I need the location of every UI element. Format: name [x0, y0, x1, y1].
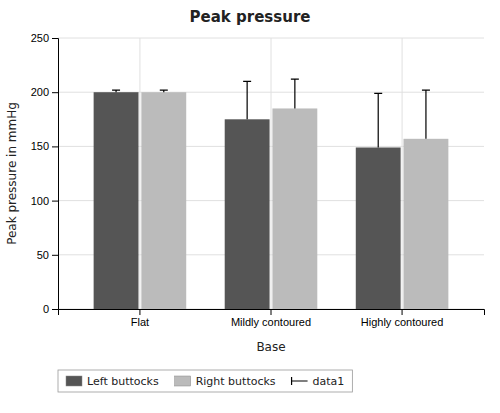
title: Peak pressure	[190, 8, 311, 26]
tick-mark	[52, 92, 58, 93]
tick-mark	[271, 309, 272, 315]
tick-label: Highly contoured	[361, 316, 444, 328]
bar-series	[94, 92, 401, 309]
marks	[94, 79, 449, 309]
error-bars	[112, 81, 382, 147]
x-axis-title: Base	[256, 340, 285, 354]
legend-swatch	[175, 376, 191, 386]
bar	[141, 92, 186, 309]
grid	[58, 38, 484, 309]
legend-frame	[58, 370, 352, 392]
legend-label: data1	[313, 375, 345, 388]
error-bar	[243, 81, 251, 119]
tick-mark	[52, 38, 58, 39]
legend-label: Right buttocks	[196, 375, 276, 388]
tick: Highly contoured	[361, 309, 444, 328]
legend-label: Left buttocks	[87, 375, 159, 388]
tick-mark	[139, 309, 140, 315]
tick-label: 0	[43, 303, 49, 315]
bar	[225, 119, 270, 309]
tick: 50	[37, 249, 58, 261]
tick-mark	[402, 309, 403, 315]
grid-line	[271, 38, 272, 309]
bar-series	[141, 92, 448, 309]
error-bar	[422, 90, 430, 139]
tick: 0	[43, 303, 58, 315]
legend-item: Left buttocks	[66, 375, 159, 388]
error-bar	[160, 90, 168, 92]
x-axis: Flat Mildly contoured Highly contoured	[59, 309, 485, 328]
error-bars	[160, 79, 430, 139]
tick: 250	[31, 32, 58, 44]
tick-label: 200	[31, 86, 49, 98]
tick: 150	[31, 140, 58, 152]
tick-label: Flat	[131, 316, 149, 328]
plot: Flat Mildly contoured Highly contoured 0 50 1…	[5, 32, 485, 354]
tick: Flat	[131, 309, 149, 328]
tick-label: 250	[31, 32, 49, 44]
tick-mark	[52, 255, 58, 256]
axis-line	[59, 310, 485, 316]
tick-mark	[52, 309, 58, 310]
error-bar	[112, 90, 120, 92]
error-bar	[374, 93, 382, 147]
bar	[94, 92, 139, 309]
tick-mark	[52, 201, 58, 202]
tick-label: Mildly contoured	[231, 316, 311, 328]
bar	[272, 108, 317, 309]
legend-swatch	[66, 376, 82, 386]
error-bar	[291, 79, 299, 108]
tick-label: 100	[31, 195, 49, 207]
axis-line	[52, 39, 59, 310]
legend-item: data1	[292, 375, 345, 388]
y-axis: 0 50 100 150 200 250	[31, 32, 59, 315]
tick: 100	[31, 195, 58, 207]
legend-item: Right buttocks	[175, 375, 276, 388]
legend: Left buttocks Right buttocks data1	[58, 370, 352, 392]
y-axis-title: Peak pressure in mmHg	[5, 102, 19, 245]
tick: 200	[31, 86, 58, 98]
bar	[356, 147, 401, 309]
chart: Peak pressure Flat Mildly contoured Highly …	[0, 0, 500, 413]
tick-mark	[52, 146, 58, 147]
tick: Mildly contoured	[231, 309, 311, 328]
tick-label: 50	[37, 249, 49, 261]
bar	[404, 139, 449, 309]
grid-line	[402, 38, 403, 309]
legend-swatch	[292, 377, 308, 385]
tick-label: 150	[31, 140, 49, 152]
grid-line	[139, 38, 140, 309]
